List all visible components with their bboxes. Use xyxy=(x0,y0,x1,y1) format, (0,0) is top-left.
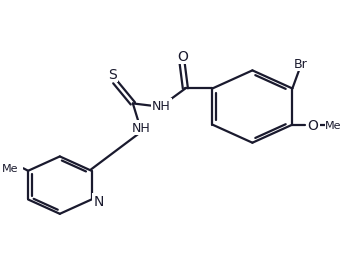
Text: O: O xyxy=(308,118,319,132)
Text: NH: NH xyxy=(132,121,150,134)
Text: Br: Br xyxy=(294,58,307,71)
Text: N: N xyxy=(93,194,104,208)
Text: Me: Me xyxy=(325,120,342,130)
Text: NH: NH xyxy=(152,100,171,113)
Text: O: O xyxy=(177,50,188,64)
Text: Me: Me xyxy=(2,164,18,173)
Text: S: S xyxy=(108,68,117,82)
